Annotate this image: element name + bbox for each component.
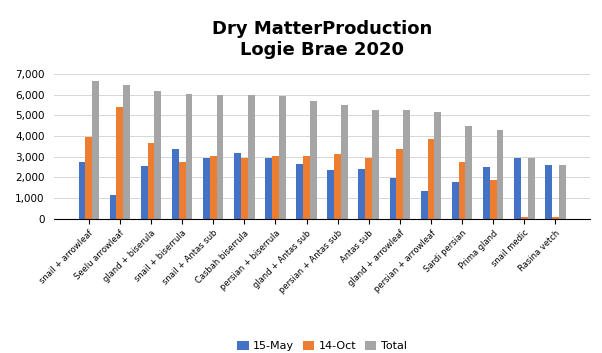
Bar — [552, 217, 559, 219]
Bar — [559, 165, 566, 219]
Bar — [514, 158, 521, 219]
Bar — [123, 85, 130, 219]
Bar — [110, 195, 116, 219]
Bar — [85, 137, 92, 219]
Bar — [489, 180, 497, 219]
Bar — [521, 217, 528, 219]
Bar — [528, 158, 535, 219]
Bar — [389, 179, 396, 219]
Legend: 15-May, 14-Oct, Total: 15-May, 14-Oct, Total — [233, 336, 411, 353]
Bar — [341, 105, 348, 219]
Bar — [203, 158, 209, 219]
Bar — [459, 162, 465, 219]
Bar — [209, 156, 217, 219]
Bar — [141, 166, 147, 219]
Bar — [155, 91, 161, 219]
Bar — [545, 165, 552, 219]
Bar — [241, 158, 248, 219]
Bar — [435, 112, 441, 219]
Title: Dry MatterProduction
Logie Brae 2020: Dry MatterProduction Logie Brae 2020 — [212, 20, 432, 59]
Bar — [403, 110, 410, 219]
Bar — [358, 169, 365, 219]
Bar — [272, 156, 279, 219]
Bar — [365, 158, 372, 219]
Bar — [465, 126, 473, 219]
Bar — [372, 110, 379, 219]
Bar — [248, 95, 255, 219]
Bar — [497, 130, 503, 219]
Bar — [334, 154, 341, 219]
Bar — [217, 95, 223, 219]
Bar — [421, 191, 427, 219]
Bar — [147, 143, 155, 219]
Bar — [327, 170, 334, 219]
Bar — [396, 149, 403, 219]
Bar — [179, 162, 185, 219]
Bar — [427, 139, 435, 219]
Bar — [303, 156, 310, 219]
Bar — [296, 164, 303, 219]
Bar — [234, 152, 241, 219]
Bar — [185, 94, 193, 219]
Bar — [116, 107, 123, 219]
Bar — [452, 181, 459, 219]
Bar — [279, 96, 286, 219]
Bar — [483, 167, 489, 219]
Bar — [310, 101, 317, 219]
Bar — [265, 158, 272, 219]
Bar — [78, 162, 85, 219]
Bar — [92, 81, 99, 219]
Bar — [172, 149, 179, 219]
